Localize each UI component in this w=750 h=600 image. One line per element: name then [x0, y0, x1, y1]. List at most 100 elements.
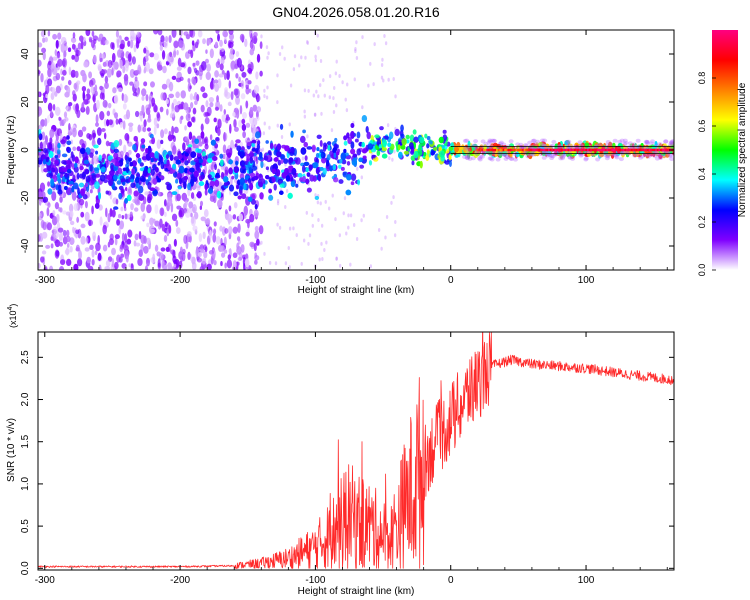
- spectrogram-cell: [608, 142, 614, 147]
- spectrogram-cell: [349, 262, 352, 267]
- spectrogram-cell: [38, 199, 42, 206]
- spectrogram-cell: [119, 244, 125, 250]
- spectrogram-cell: [607, 141, 613, 150]
- spectrogram-cell: [205, 71, 212, 81]
- spectrogram-cell: [347, 137, 352, 145]
- spectrogram-cell: [596, 142, 602, 147]
- spectrogram-cell: [308, 164, 313, 171]
- spectrogram-cell: [209, 48, 214, 59]
- spectrogram-cell: [129, 81, 134, 86]
- snr-multiplier-base: (x10: [8, 310, 18, 328]
- spectrogram-cell: [303, 88, 307, 93]
- spectrogram-cell: [384, 41, 388, 46]
- spectrogram-cell: [595, 157, 601, 162]
- spectrogram-cell: [285, 188, 289, 193]
- spectrogram-cell: [319, 139, 323, 147]
- spectrogram-cell: [114, 261, 119, 270]
- spectrogram-cell: [77, 129, 84, 138]
- spectrogram-cell: [176, 49, 179, 56]
- spectrogram-cell: [338, 158, 343, 164]
- spectrogram-cell: [83, 159, 89, 165]
- spectrogram-cell: [52, 103, 56, 111]
- spectrogram-cell: [70, 151, 74, 159]
- spectrogram-cell: [52, 33, 58, 40]
- spectrogram-cell: [203, 244, 207, 251]
- spectrogram-cell: [239, 189, 243, 195]
- spectrogram-cell: [180, 90, 186, 99]
- spectrogram-cell: [605, 154, 611, 159]
- spectrogram-cell: [57, 32, 62, 40]
- spectrogram-cell: [112, 61, 116, 72]
- spectrogram-cell: [498, 140, 504, 145]
- spectrogram-cell: [94, 181, 100, 190]
- spectrogram-cell: [58, 232, 63, 241]
- spectrogram-cell: [197, 167, 202, 173]
- spectrogram-cell: [154, 166, 159, 173]
- spectrogram-cell: [550, 154, 556, 159]
- spectrogram-cell: [306, 41, 309, 46]
- spectrogram-cell: [188, 201, 194, 209]
- spectrogram-cell: [467, 146, 473, 152]
- spectrogram-cell: [425, 154, 430, 161]
- colorbar-tick-label: 0.0: [697, 264, 707, 277]
- spectrogram-cell: [39, 182, 46, 193]
- spectrogram-cell: [38, 234, 41, 242]
- spectrogram-cell: [214, 179, 220, 187]
- spectrogram-cell: [220, 159, 224, 167]
- spectrogram-cell: [513, 157, 519, 162]
- spectrogram-cell: [95, 173, 101, 178]
- spectrogram-cell: [338, 263, 342, 268]
- spectrogram-cell: [243, 183, 247, 191]
- spectrogram-cell: [159, 106, 164, 113]
- spectrogram-cell: [332, 96, 335, 101]
- spectrogram-cell: [448, 153, 452, 161]
- spectrogram-cell: [136, 31, 141, 38]
- spectrogram-cell: [118, 213, 122, 219]
- spectrogram-cell: [69, 245, 73, 253]
- spectrogram-cell: [302, 175, 307, 183]
- spectrogram-cell: [604, 156, 610, 161]
- spectrogram-cell: [340, 166, 345, 171]
- spectrogram-y-tick-label: 40: [20, 48, 31, 60]
- spectrogram-cell: [306, 39, 309, 44]
- spectrogram-cell: [120, 253, 125, 258]
- spectrogram-cell: [54, 154, 59, 159]
- spectrogram-cell: [498, 151, 503, 159]
- spectrogram-cell: [143, 235, 147, 245]
- spectrogram-cell: [394, 219, 397, 224]
- spectrogram-cell: [55, 39, 59, 49]
- spectrogram-cell: [187, 121, 192, 128]
- spectrogram-cell: [119, 150, 124, 157]
- spectrogram-cell: [262, 131, 266, 136]
- spectrogram-cell: [100, 166, 106, 173]
- spectrogram-cell: [216, 95, 219, 103]
- spectrogram-cell: [196, 94, 200, 102]
- spectrogram-cell: [113, 174, 118, 182]
- spectrogram-cell: [192, 62, 196, 67]
- spectrogram-cell: [350, 148, 356, 155]
- spectrogram-cell: [234, 63, 238, 70]
- spectrogram-cell: [266, 85, 269, 90]
- spectrogram-cell: [256, 95, 261, 102]
- spectrogram-cell: [154, 220, 160, 227]
- spectrogram-cell: [253, 84, 260, 94]
- spectrogram-cell: [240, 80, 245, 89]
- spectrogram-cell: [149, 152, 155, 158]
- spectrogram-cell: [207, 157, 213, 163]
- spectrogram-cell: [214, 41, 219, 48]
- spectrogram-cell: [142, 126, 147, 133]
- spectrogram-cell: [219, 39, 223, 47]
- spectrogram-cell: [247, 196, 253, 202]
- spectrogram-cell: [349, 213, 353, 218]
- spectrogram-cell: [153, 105, 158, 113]
- spectrogram-cell: [103, 118, 107, 127]
- spectrogram-cell: [111, 209, 116, 218]
- spectrogram-cell: [166, 262, 173, 270]
- spectrogram-cell: [112, 87, 117, 94]
- spectrogram-cell: [164, 211, 167, 217]
- spectrogram-cell: [325, 240, 328, 245]
- spectrogram-cell: [276, 169, 281, 177]
- spectrogram-cell: [63, 111, 68, 119]
- spectrogram-cell: [71, 73, 76, 78]
- spectrogram-cell: [284, 145, 290, 152]
